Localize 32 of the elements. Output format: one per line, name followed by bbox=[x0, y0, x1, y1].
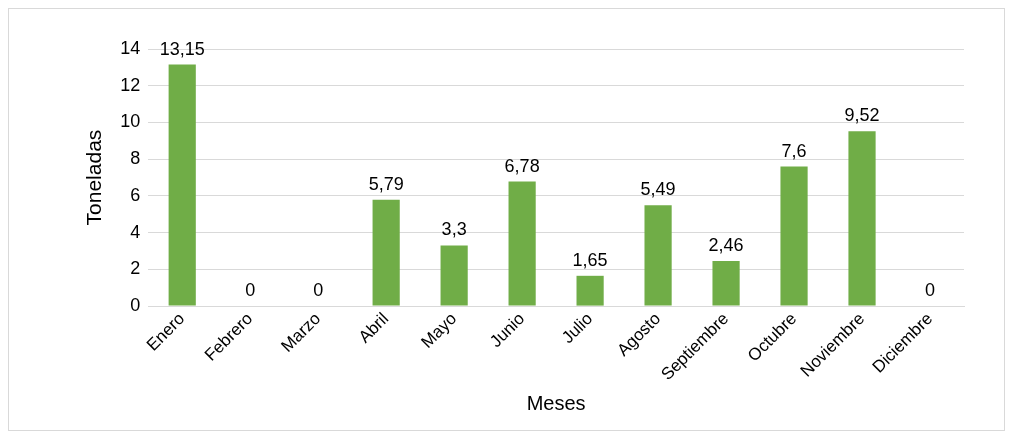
y-tick-label: 2 bbox=[130, 258, 141, 279]
bar bbox=[712, 260, 740, 306]
bar bbox=[848, 131, 876, 306]
data-label: 0 bbox=[313, 280, 324, 301]
data-label: 0 bbox=[245, 280, 256, 301]
x-tick-label: Julio bbox=[558, 309, 597, 348]
x-axis-title: Meses bbox=[526, 391, 586, 414]
y-tick-label: 6 bbox=[130, 184, 141, 205]
bar bbox=[508, 181, 536, 306]
y-tick-label: 4 bbox=[130, 221, 141, 242]
bar bbox=[644, 205, 672, 306]
y-tick-label: 8 bbox=[130, 148, 141, 169]
data-label: 5,79 bbox=[368, 173, 404, 194]
bar bbox=[440, 245, 468, 306]
data-label: 2,46 bbox=[708, 234, 744, 255]
data-label: 3,3 bbox=[441, 219, 467, 240]
y-tick-label: 10 bbox=[120, 111, 141, 132]
data-label: 6,78 bbox=[504, 155, 540, 176]
bar bbox=[168, 64, 196, 306]
y-tick-label: 0 bbox=[130, 295, 141, 316]
data-label: 7,6 bbox=[781, 140, 807, 161]
data-label: 1,65 bbox=[572, 249, 608, 270]
y-axis-title: Toneladas bbox=[82, 129, 106, 226]
bar bbox=[576, 275, 604, 306]
data-label: 9,52 bbox=[844, 105, 880, 126]
data-label: 13,15 bbox=[159, 38, 205, 59]
bar bbox=[372, 199, 400, 306]
bar bbox=[780, 166, 808, 306]
data-label: 5,49 bbox=[640, 179, 676, 200]
y-tick-label: 12 bbox=[120, 74, 141, 95]
y-tick-label: 14 bbox=[120, 37, 141, 58]
data-label: 0 bbox=[925, 280, 936, 301]
